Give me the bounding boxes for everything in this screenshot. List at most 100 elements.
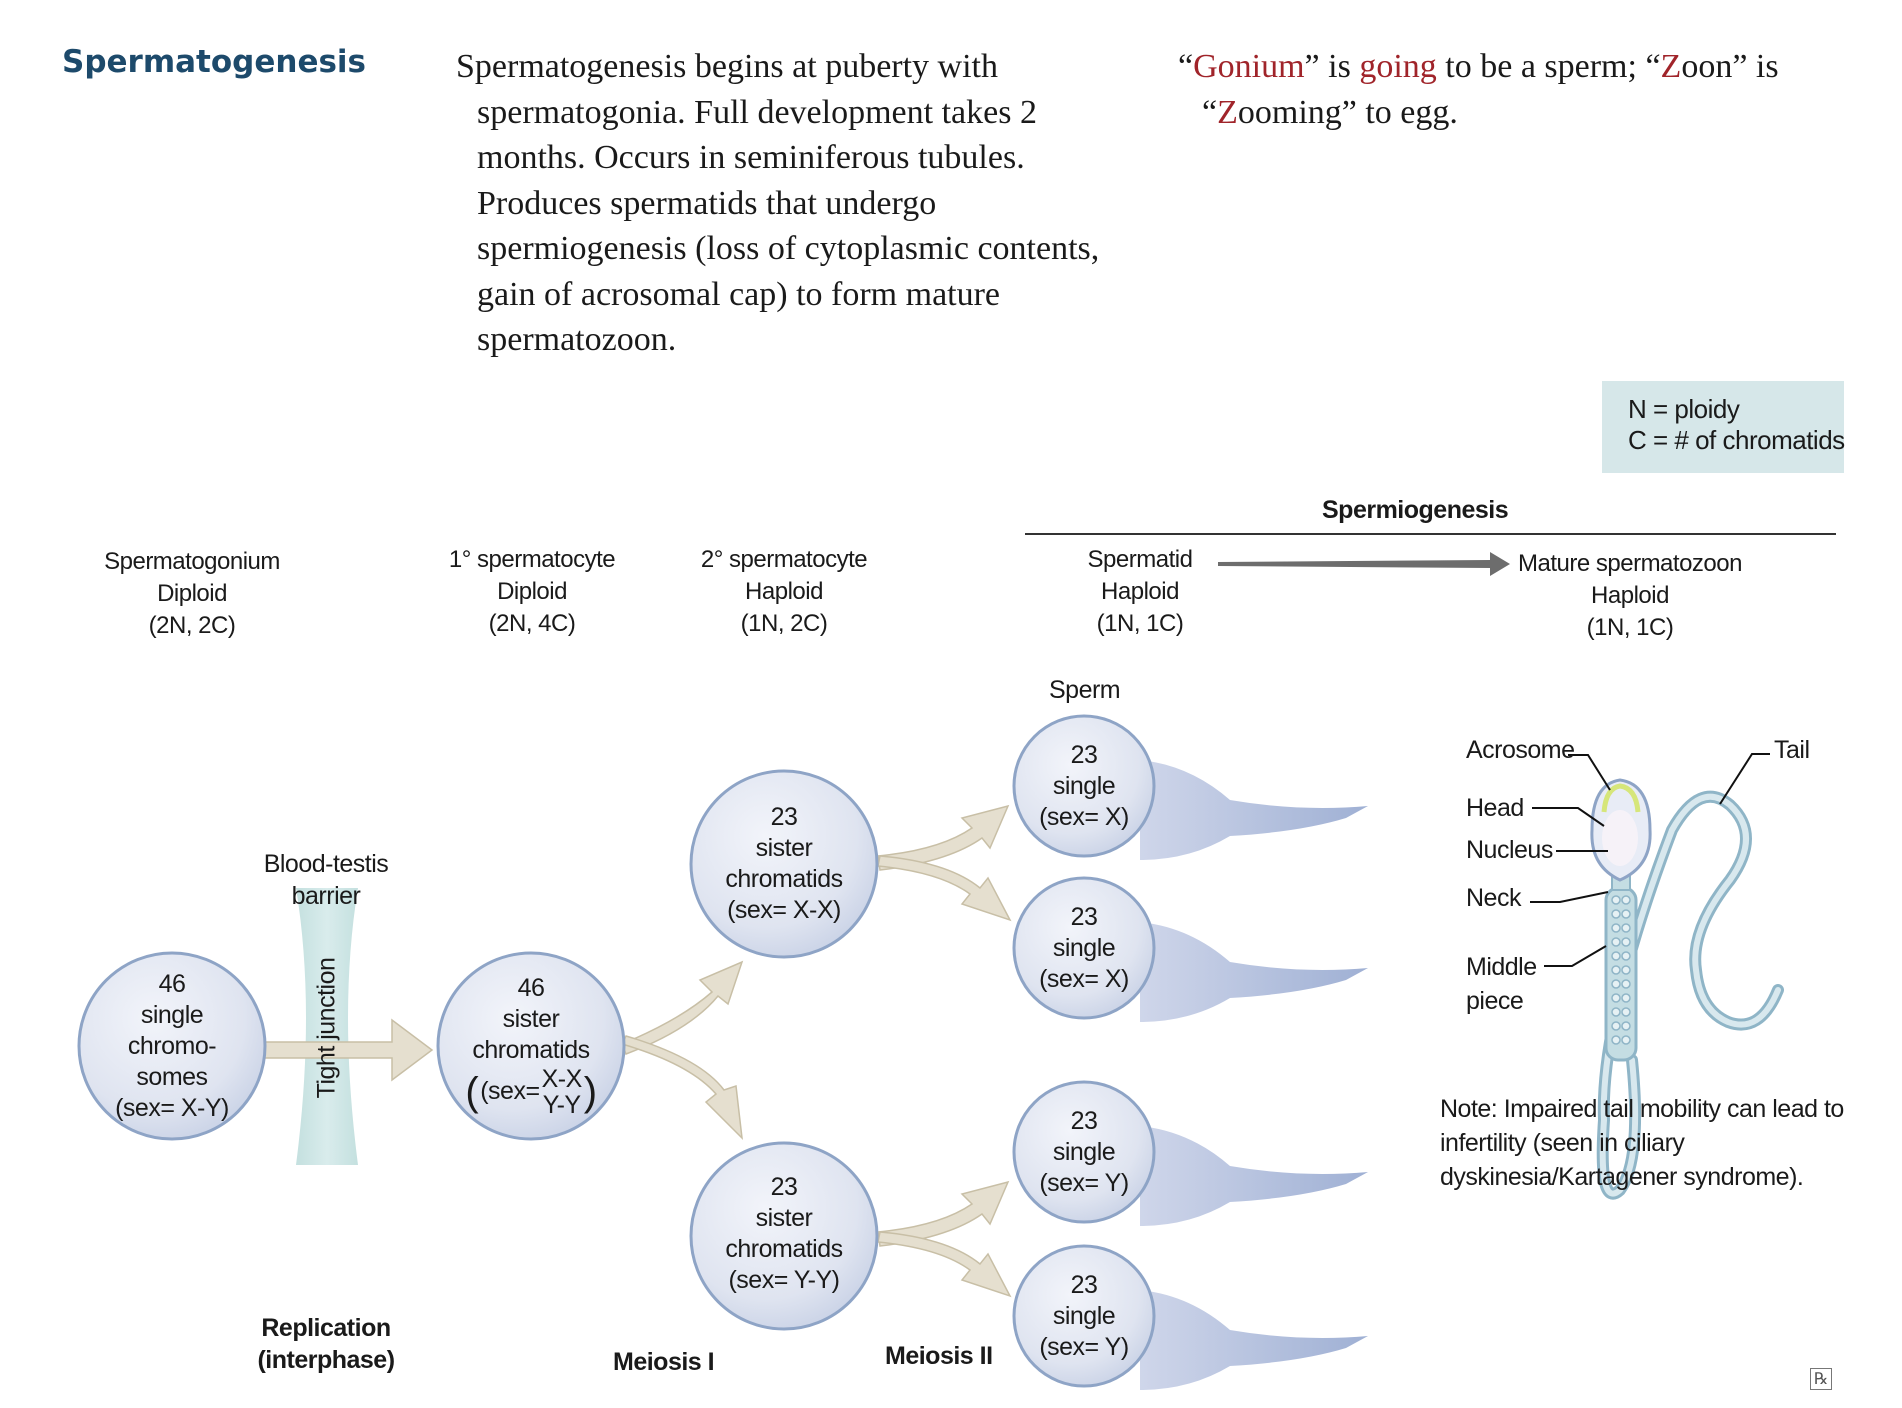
cell-line: chromo-	[127, 1031, 217, 1060]
neck-label: Neck	[1466, 884, 1521, 912]
cell-count: 23	[1070, 1106, 1098, 1135]
cell-count: 46	[158, 969, 186, 998]
blood-testis-barrier-label: Blood-testis barrier	[236, 848, 416, 912]
replication-label: Replication (interphase)	[236, 1312, 416, 1376]
legend-ploidy: N = ploidy	[1628, 394, 1740, 424]
quote: “	[1178, 48, 1194, 85]
stage-spermatogonium: Spermatogonium Diploid (2N, 2C)	[92, 546, 292, 642]
sperm-tail-3	[1140, 1126, 1368, 1226]
mnemonic-line-1: “Gonium” is going to be a sperm; “Zoon” …	[1178, 44, 1878, 90]
sperm-cell-4	[1012, 1244, 1156, 1388]
stage-primary-spermatocyte: 1° spermatocyte Diploid (2N, 4C)	[432, 544, 632, 640]
acrosome-label: Acrosome	[1466, 736, 1575, 764]
cell-count: 23	[1070, 740, 1098, 769]
stage-name: 2° spermatocyte	[700, 546, 868, 573]
stage-ploidy: Haploid	[1101, 578, 1179, 605]
sperm-tail-2	[1140, 922, 1368, 1022]
cell-sex-values: X-X Y-Y	[542, 1066, 583, 1119]
cell-line: sister	[502, 1004, 560, 1033]
cell-line: sister	[755, 1204, 813, 1232]
neck-leader	[1530, 891, 1609, 903]
stage-secondary-spermatocyte: 2° spermatocyte Haploid (1N, 2C)	[684, 544, 884, 640]
nucleus-shape	[1602, 810, 1638, 866]
description-line: Spermatogenesis begins at puberty with	[456, 48, 999, 85]
cell-count: 23	[1070, 902, 1098, 931]
description-line: spermiogenesis (loss of cytoplasmic cont…	[477, 230, 1100, 267]
mnemonic-text-part: ooming” to egg.	[1237, 93, 1458, 131]
meiosis1-arrow-top	[621, 960, 744, 1055]
spermatogonium-cell	[77, 951, 267, 1141]
sperm-tail-4	[1140, 1290, 1368, 1390]
meiosis2-arrow-4	[877, 1231, 1012, 1298]
description-line: Produces spermatids that undergo	[477, 184, 937, 222]
mnemonic-text-part: to be a sperm; “	[1436, 48, 1661, 85]
note-line: infertility (seen in ciliary	[1440, 1129, 1685, 1157]
stage-name: Spermatogonium	[104, 548, 280, 575]
cell-sex: (sex= X)	[1039, 964, 1129, 993]
mnemonic-text-part: oon” is	[1681, 48, 1779, 85]
primary-spermatocyte-cell	[436, 951, 626, 1141]
quote: “	[1202, 93, 1218, 131]
cell-sex: (sex= Y)	[1039, 1168, 1129, 1197]
sperm-cell-3	[1012, 1080, 1156, 1224]
cell-sex-label: (sex=	[480, 1077, 540, 1105]
secondary-spermatocyte-top-cell	[689, 769, 879, 959]
mnemonic-text: “Gonium” is going to be a sperm; “Zoon” …	[1178, 44, 1878, 135]
spermiogenesis-arrow	[1218, 552, 1510, 576]
sperm-tail-highlight	[1599, 793, 1781, 1197]
stage-ploidy: Haploid	[1591, 582, 1669, 609]
stage-name: 1° spermatocyte	[448, 546, 616, 573]
tail-label: Tail	[1774, 736, 1810, 764]
label-line: barrier	[291, 882, 361, 910]
sperm-1-text: 23 single (sex= X)	[1024, 736, 1144, 836]
mnemonic-z: Z	[1217, 93, 1238, 131]
label-line: piece	[1466, 987, 1524, 1015]
middle-piece-shape	[1604, 886, 1638, 1062]
cell-sex: (sex= X-Y)	[115, 1093, 229, 1122]
acrosome-leader	[1568, 754, 1611, 791]
secondary-bottom-cell-text: 23 sister chromatids (sex= Y-Y)	[704, 1154, 864, 1314]
stage-mature-spermatozoon: Mature spermatozoon Haploid (1N, 1C)	[1510, 548, 1750, 644]
meiosis1-arrow-bottom	[620, 1035, 743, 1141]
mnemonic-going: going	[1359, 48, 1437, 85]
middle-piece-leader	[1544, 945, 1607, 967]
secondary-top-cell-text: 23 sister chromatids (sex= X-X)	[704, 784, 864, 944]
mnemonic-text-part: ” is	[1304, 48, 1360, 85]
cell-line: single	[1052, 933, 1116, 962]
sperm-label: Sperm	[1049, 676, 1121, 704]
legend-chromatids: C = # of chromatids	[1628, 425, 1845, 455]
sperm-2-text: 23 single (sex= X)	[1024, 898, 1144, 998]
stage-spermatid: Spermatid Haploid (1N, 1C)	[1050, 544, 1230, 640]
rx-mark-icon: ℞	[1810, 1368, 1832, 1390]
description-line: spermatozoon.	[477, 321, 677, 358]
cell-line: chromatids	[472, 1035, 590, 1064]
secondary-spermatocyte-bottom-cell	[689, 1141, 879, 1331]
label-line: Blood-testis	[263, 850, 389, 878]
cell-count: 23	[1070, 1270, 1098, 1299]
meiosis-2-label: Meiosis II	[885, 1342, 993, 1370]
mnemonic-z: Z	[1660, 48, 1682, 85]
cell-line: sister	[755, 834, 813, 862]
label-line: Replication	[261, 1314, 391, 1342]
paren-left: (	[465, 1069, 479, 1114]
cell-line: single	[1052, 771, 1116, 800]
stage-ploidy: Diploid	[157, 580, 227, 607]
cell-line: chromatids	[725, 865, 843, 893]
page-title: Spermatogenesis	[62, 44, 367, 80]
note-line: Note: Impaired tail mobility can lead to	[1440, 1095, 1844, 1123]
replication-arrow	[261, 1018, 434, 1082]
sperm-4-text: 23 single (sex= Y)	[1024, 1266, 1144, 1366]
spermatogonium-cell-text: 46 single chromo- somes (sex= X-Y)	[92, 966, 252, 1126]
head-leader	[1532, 807, 1605, 827]
cell-count: 23	[770, 1173, 798, 1201]
cell-sex: (sex= Y)	[1039, 1332, 1129, 1361]
label-line: (interphase)	[257, 1346, 395, 1374]
tight-junction-shape	[296, 888, 358, 1165]
cell-sex-yy: Y-Y	[542, 1090, 581, 1119]
stage-formula: (1N, 1C)	[1586, 614, 1674, 641]
head-label: Head	[1466, 794, 1524, 822]
middle-piece-label: Middle piece	[1466, 950, 1537, 1018]
description-text: Spermatogenesis begins at puberty with s…	[456, 44, 1136, 363]
stage-formula: (1N, 2C)	[740, 610, 828, 637]
mnemonic-gonium: Gonium	[1193, 48, 1305, 85]
